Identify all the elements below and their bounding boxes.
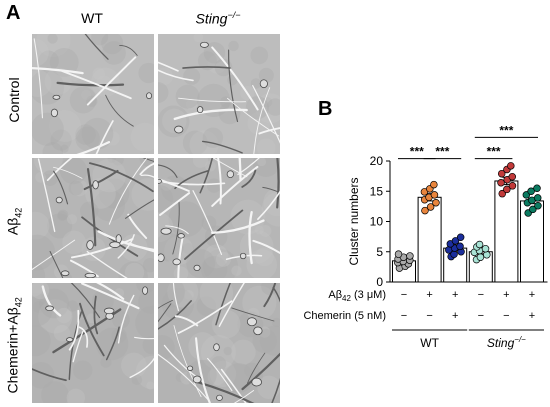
micrograph-wt-chemerin-abeta bbox=[32, 283, 154, 403]
data-point bbox=[497, 169, 506, 178]
bar bbox=[520, 200, 544, 283]
condition-row-label: Aβ42 (3 μM) bbox=[328, 289, 386, 303]
significance-label: *** bbox=[410, 145, 424, 159]
y-tick-label: 0 bbox=[376, 275, 383, 289]
micrograph-texture bbox=[32, 158, 154, 278]
data-point bbox=[406, 252, 414, 260]
condition-sign: − bbox=[426, 310, 432, 322]
data-point bbox=[421, 206, 429, 215]
column-header-wt: WT bbox=[81, 10, 103, 26]
data-point bbox=[451, 237, 460, 245]
micrograph-texture bbox=[32, 283, 154, 403]
data-point bbox=[533, 194, 542, 202]
micrograph-wt-control bbox=[32, 34, 154, 154]
y-tick-label: 10 bbox=[370, 215, 384, 229]
data-point bbox=[394, 250, 403, 258]
data-point bbox=[529, 205, 537, 214]
condition-sign: + bbox=[452, 310, 458, 322]
genotype-group-label: WT bbox=[420, 336, 439, 350]
micrograph-wt-abeta bbox=[32, 158, 154, 278]
y-tick-label: 20 bbox=[370, 154, 384, 168]
condition-sign: − bbox=[478, 289, 484, 301]
significance-label: *** bbox=[499, 123, 513, 137]
data-point bbox=[456, 242, 464, 251]
data-point bbox=[476, 253, 485, 261]
data-point bbox=[483, 251, 491, 259]
condition-sign: − bbox=[401, 289, 407, 301]
condition-row-label: Chemerin (5 nM) bbox=[303, 310, 386, 322]
condition-sign: − bbox=[401, 310, 407, 322]
data-point bbox=[497, 179, 505, 187]
condition-sign: + bbox=[426, 289, 432, 301]
y-tick-label: 15 bbox=[370, 184, 384, 198]
micrograph-texture bbox=[158, 158, 280, 278]
data-point bbox=[481, 244, 490, 253]
condition-sign: + bbox=[503, 289, 509, 301]
panel-a-letter: A bbox=[6, 2, 21, 24]
micrograph-texture bbox=[158, 34, 280, 154]
condition-sign: + bbox=[452, 289, 458, 301]
data-point bbox=[507, 162, 515, 170]
data-point bbox=[508, 172, 517, 181]
condition-sign: − bbox=[478, 310, 484, 322]
micrograph-sting-abeta bbox=[158, 158, 280, 278]
panel-b-letter: B bbox=[318, 98, 333, 120]
bar bbox=[494, 180, 519, 283]
significance-label: *** bbox=[487, 145, 501, 159]
column-header-sting: Sting−/− bbox=[195, 10, 241, 27]
data-point bbox=[432, 198, 440, 207]
data-point bbox=[527, 187, 535, 196]
data-point bbox=[533, 184, 541, 192]
micrograph-sting-chemerin-abeta bbox=[158, 283, 280, 403]
data-point bbox=[456, 233, 465, 241]
data-point bbox=[430, 180, 438, 189]
micrograph-texture bbox=[158, 283, 280, 403]
data-point bbox=[503, 185, 511, 194]
micrograph-texture bbox=[32, 34, 154, 154]
y-axis-title: Cluster numbers bbox=[347, 177, 361, 265]
y-tick-label: 5 bbox=[376, 245, 383, 259]
data-point bbox=[430, 191, 439, 199]
data-point bbox=[498, 189, 506, 198]
significance-label: *** bbox=[435, 145, 449, 159]
data-point bbox=[508, 182, 517, 190]
data-point bbox=[426, 203, 435, 211]
condition-sign: + bbox=[529, 289, 535, 301]
micrograph-sting-control bbox=[158, 34, 280, 154]
condition-sign: − bbox=[503, 310, 509, 322]
data-point bbox=[475, 240, 484, 249]
data-point bbox=[534, 202, 542, 210]
condition-sign: + bbox=[529, 310, 535, 322]
genotype-group-label: Sting−/− bbox=[487, 335, 526, 350]
